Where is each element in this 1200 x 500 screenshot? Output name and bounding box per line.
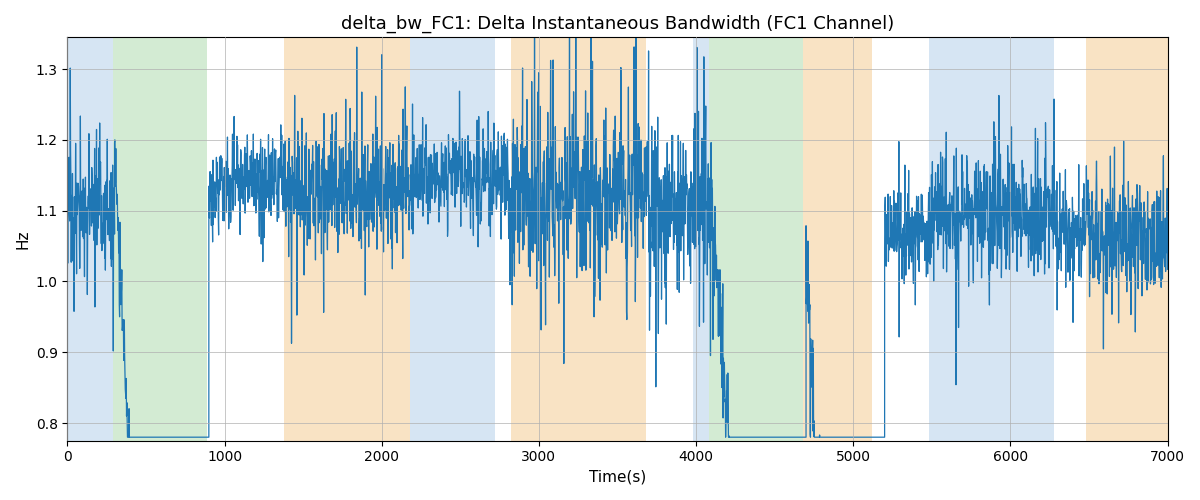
Title: delta_bw_FC1: Delta Instantaneous Bandwidth (FC1 Channel): delta_bw_FC1: Delta Instantaneous Bandwi…: [341, 15, 894, 34]
Bar: [67, 38, 113, 440]
Bar: [692, 38, 709, 440]
Bar: [1086, 38, 1183, 440]
Bar: [510, 38, 646, 440]
Bar: [284, 38, 410, 440]
Bar: [410, 38, 494, 440]
Bar: [929, 38, 1055, 440]
Y-axis label: Hz: Hz: [16, 230, 30, 249]
Bar: [113, 38, 208, 440]
Bar: [803, 38, 872, 440]
X-axis label: Time(s): Time(s): [589, 470, 646, 485]
Bar: [709, 38, 803, 440]
